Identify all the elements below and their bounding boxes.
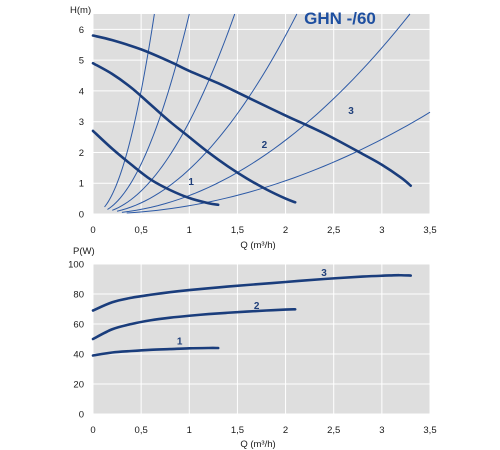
system-curve <box>107 13 190 210</box>
y-axis-title: P(W) <box>73 246 95 257</box>
curve-speed-3 <box>91 34 413 187</box>
curve-speed-2 <box>91 308 297 341</box>
curve-label-2: 2 <box>262 140 268 151</box>
x-tick-label: 2 <box>283 425 288 436</box>
x-tick-label: 1 <box>187 425 192 436</box>
y-tick-label: 0 <box>79 410 84 421</box>
y-tick-label: 80 <box>73 290 84 301</box>
x-tick-label: 3 <box>379 425 384 436</box>
x-tick-label: 2 <box>283 225 288 236</box>
y-tick-label: 60 <box>73 320 84 331</box>
y-tick-label: 4 <box>79 86 84 97</box>
x-tick-label: 3,5 <box>423 425 436 436</box>
curve-speed-3 <box>91 273 413 312</box>
system-curve <box>104 13 155 208</box>
curve-speed-1 <box>91 129 220 207</box>
x-tick-label: 3,5 <box>423 225 436 236</box>
plot-area <box>93 14 430 214</box>
curve-label-1: 1 <box>188 177 194 188</box>
x-tick-label: 1,5 <box>231 425 244 436</box>
x-tick-label: 1,5 <box>231 225 244 236</box>
system-curve <box>126 111 431 214</box>
system-curve <box>112 13 236 211</box>
x-axis-title: Q (m³/h) <box>240 439 275 450</box>
chart-title: GHN -/60 <box>304 9 376 28</box>
curve-label-2: 2 <box>254 301 260 312</box>
x-tick-label: 0 <box>90 425 95 436</box>
x-tick-label: 0 <box>90 225 95 236</box>
y-tick-label: 20 <box>73 380 84 391</box>
x-tick-label: 1 <box>187 225 192 236</box>
x-tick-label: 3 <box>379 225 384 236</box>
curve-label-3: 3 <box>348 106 354 117</box>
x-tick-label: 2,5 <box>327 225 340 236</box>
y-tick-label: 6 <box>79 25 84 36</box>
y-tick-label: 100 <box>68 260 84 271</box>
y-tick-label: 40 <box>73 350 84 361</box>
y-tick-label: 1 <box>79 179 84 190</box>
power-chart: 1 2 3 0 0,5 1 1,5 2 2,5 3 3,5 0 20 40 60 80 100 P(W) Q (m³… <box>68 246 436 450</box>
x-axis-title: Q (m³/h) <box>240 240 275 251</box>
x-tick-label: 0,5 <box>135 425 148 436</box>
system-curve <box>116 13 298 212</box>
y-tick-label: 2 <box>79 148 84 159</box>
y-axis-title: H(m) <box>70 5 91 16</box>
curve-speed-2 <box>91 61 297 204</box>
curve-speed-1 <box>91 346 220 357</box>
curve-label-3: 3 <box>321 268 327 279</box>
y-tick-label: 0 <box>79 210 84 221</box>
x-tick-label: 2,5 <box>327 425 340 436</box>
head-chart: 1 2 3 0 0,5 1 1,5 2 2,5 3 3,5 0 1 2 3 4 5 6 H(m) Q (m³/h) GH… <box>70 5 437 251</box>
curve-label-1: 1 <box>177 336 183 347</box>
system-curve <box>121 13 411 213</box>
x-tick-label: 0,5 <box>135 225 148 236</box>
plot-area <box>93 264 430 414</box>
y-tick-label: 3 <box>79 117 84 128</box>
y-tick-label: 5 <box>79 56 84 67</box>
